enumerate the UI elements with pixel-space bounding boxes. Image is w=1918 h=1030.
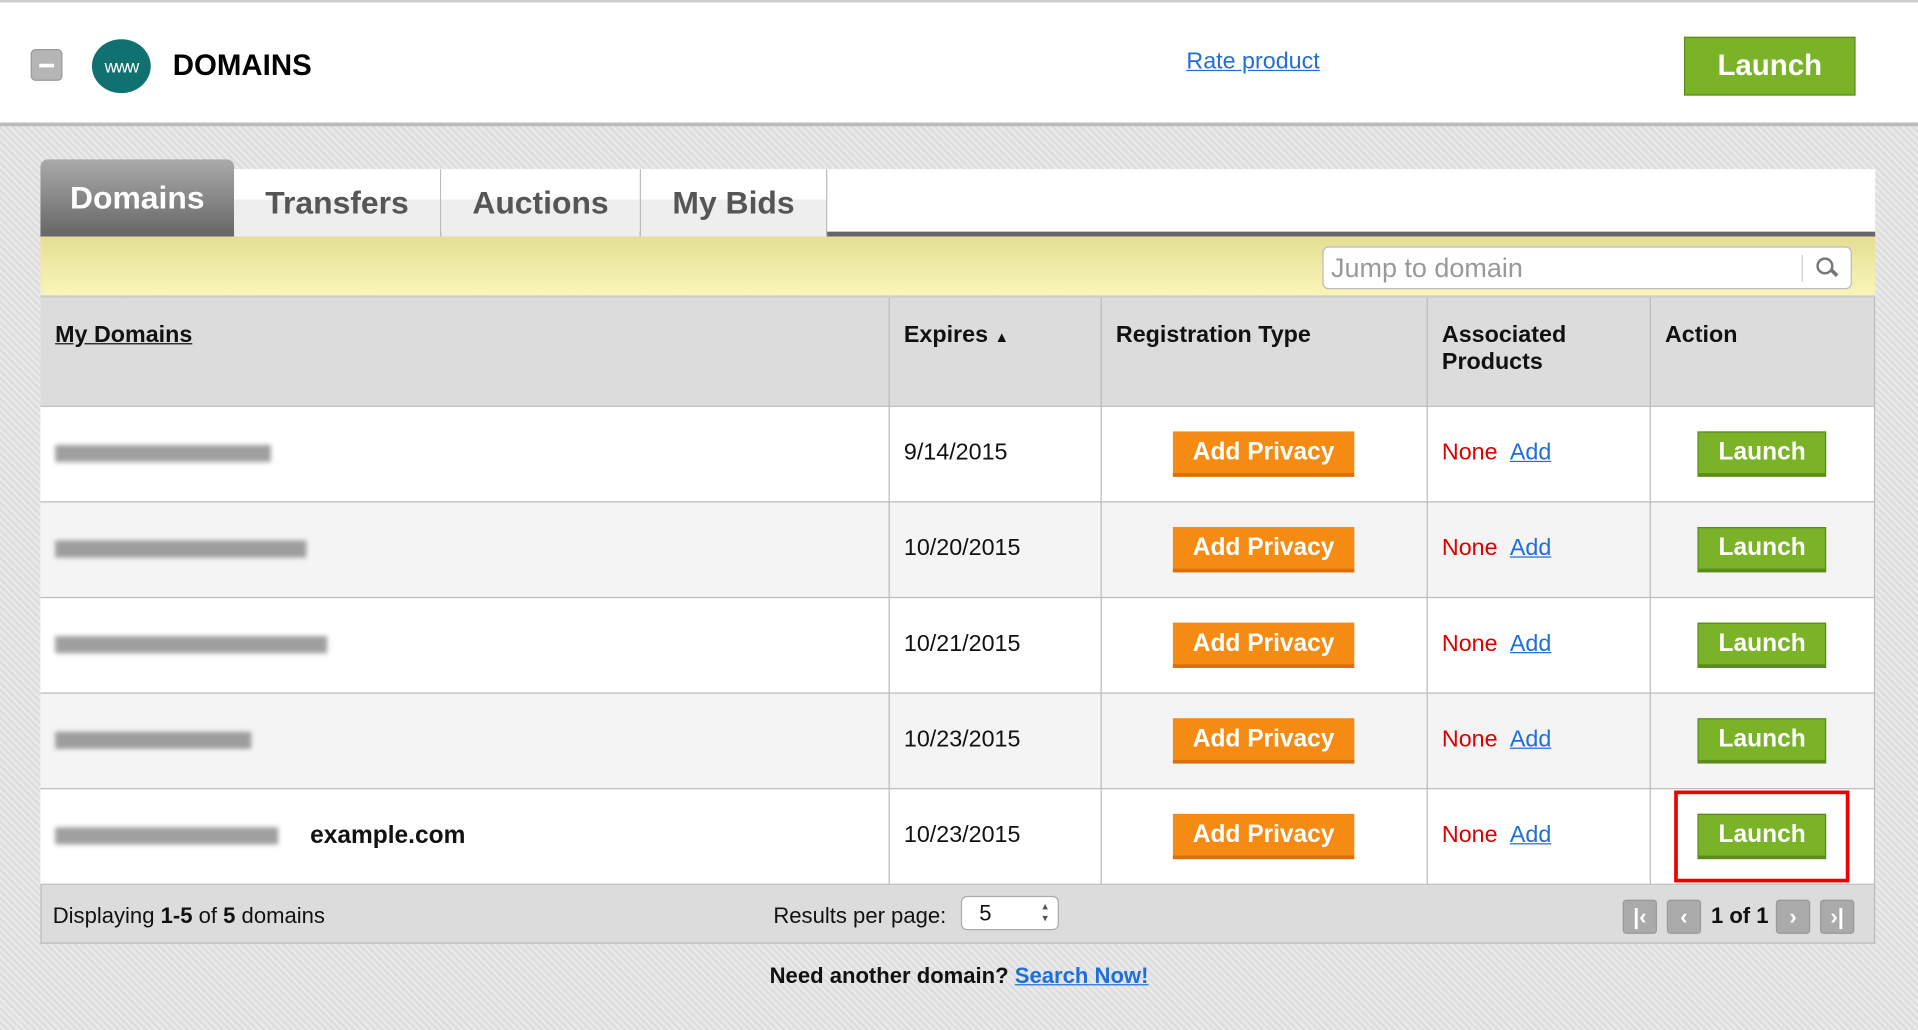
- launch-button[interactable]: Launch: [1697, 717, 1827, 763]
- results-per-page-select[interactable]: 5: [960, 895, 1059, 930]
- action-cell: Launch: [1649, 500, 1876, 598]
- sort-ascending-icon: ▲: [994, 328, 1010, 346]
- tab-bar: Domains Transfers Auctions My Bids: [40, 159, 1876, 237]
- registration-type-cell: Add Privacy: [1100, 500, 1428, 598]
- expires-cell: 10/23/2015: [888, 691, 1102, 789]
- action-cell: Launch: [1649, 596, 1876, 694]
- jump-to-domain-field[interactable]: [1322, 246, 1852, 290]
- associated-products-cell: None Add: [1426, 500, 1651, 598]
- prev-page-icon[interactable]: ‹: [1666, 898, 1702, 934]
- jump-to-domain-input[interactable]: [1331, 252, 1797, 285]
- table-row: example.com 10/23/2015 Add Privacy None A…: [40, 787, 1876, 885]
- add-privacy-button[interactable]: Add Privacy: [1172, 526, 1355, 572]
- launch-button[interactable]: Launch: [1674, 789, 1850, 882]
- table-header-row: My Domains Expires ▲ Registration Type A…: [40, 297, 1876, 407]
- none-label: None: [1441, 439, 1498, 466]
- table-row: 10/23/2015 Add Privacy None Add Launch: [40, 691, 1876, 789]
- add-product-link[interactable]: Add: [1509, 822, 1552, 849]
- search-now-link[interactable]: Search Now!: [1014, 963, 1149, 988]
- domain-cell: [40, 405, 890, 502]
- page-indicator: 1 of 1: [1710, 902, 1769, 928]
- associated-products-cell: None Add: [1426, 405, 1651, 502]
- blurred-domain-name[interactable]: [55, 444, 271, 463]
- registration-type-header: Registration Type: [1100, 297, 1428, 407]
- blurred-domain-name[interactable]: [55, 636, 328, 654]
- launch-button-header[interactable]: Launch: [1683, 36, 1856, 96]
- search-icon[interactable]: [1801, 254, 1851, 282]
- my-domains-sort-header[interactable]: My Domains: [55, 322, 193, 349]
- launch-button[interactable]: Launch: [1697, 621, 1827, 668]
- action-cell: Launch: [1649, 691, 1876, 789]
- tab-auctions[interactable]: Auctions: [441, 169, 641, 237]
- associated-products-cell: None Add: [1426, 596, 1651, 694]
- expires-cell: 10/20/2015: [888, 500, 1102, 598]
- table-row: 10/20/2015 Add Privacy None Add Launch: [40, 500, 1876, 598]
- domain-cell: [40, 500, 890, 598]
- tab-transfers[interactable]: Transfers: [234, 169, 442, 237]
- add-privacy-button[interactable]: Add Privacy: [1172, 430, 1355, 477]
- domains-panel: Domains Transfers Auctions My Bids My Do…: [40, 159, 1876, 944]
- none-label: None: [1441, 535, 1498, 562]
- rate-product-link[interactable]: Rate product: [1186, 49, 1320, 75]
- none-label: None: [1441, 631, 1498, 657]
- tab-my-bids[interactable]: My Bids: [640, 169, 828, 237]
- page-title: DOMAINS: [172, 49, 312, 83]
- header: www DOMAINS Rate product Launch: [0, 2, 1918, 123]
- add-privacy-button[interactable]: Add Privacy: [1172, 621, 1355, 668]
- expires-sort-header[interactable]: Expires: [903, 322, 989, 349]
- domains-table: My Domains Expires ▲ Registration Type A…: [40, 297, 1876, 885]
- domain-cell: [40, 596, 890, 694]
- registration-type-cell: Add Privacy: [1100, 691, 1428, 789]
- expires-cell: 10/21/2015: [888, 596, 1102, 694]
- results-per-page-label: Results per page:: [773, 902, 947, 928]
- registration-type-cell: Add Privacy: [1100, 787, 1428, 885]
- registration-type-cell: Add Privacy: [1100, 405, 1428, 502]
- search-bar: [40, 236, 1876, 298]
- expires-cell: 10/23/2015: [888, 787, 1102, 885]
- table-row: 10/21/2015 Add Privacy None Add Launch: [40, 596, 1876, 694]
- domain-cell: example.com: [40, 787, 890, 885]
- launch-button[interactable]: Launch: [1697, 526, 1827, 572]
- content-area: Domains Transfers Auctions My Bids My Do…: [0, 122, 1918, 1030]
- none-label: None: [1441, 822, 1498, 849]
- associated-products-cell: None Add: [1426, 787, 1651, 885]
- blurred-domain-name[interactable]: [55, 540, 307, 558]
- add-privacy-button[interactable]: Add Privacy: [1172, 717, 1355, 763]
- blurred-domain-name[interactable]: [55, 731, 252, 749]
- none-label: None: [1441, 726, 1498, 753]
- associated-products-header: Associated Products: [1426, 297, 1651, 407]
- collapse-icon[interactable]: [30, 49, 63, 81]
- tab-domains[interactable]: Domains: [40, 159, 235, 237]
- add-product-link[interactable]: Add: [1509, 439, 1552, 466]
- domain-annotation: example.com: [310, 821, 466, 849]
- domain-cell: [40, 691, 890, 789]
- action-header: Action: [1649, 297, 1876, 407]
- expires-cell: 9/14/2015: [888, 405, 1102, 502]
- table-row: 9/14/2015 Add Privacy None Add Launch: [40, 405, 1876, 502]
- first-page-icon[interactable]: |‹: [1622, 898, 1658, 934]
- search-prompt: Need another domain? Search Now!: [769, 963, 1149, 988]
- displaying-count: Displaying 1-5 of 5 domains: [52, 902, 325, 928]
- next-page-icon[interactable]: ›: [1775, 898, 1811, 934]
- add-product-link[interactable]: Add: [1509, 726, 1552, 753]
- top-border: [0, 0, 1918, 3]
- action-cell: Launch: [1649, 405, 1876, 502]
- add-product-link[interactable]: Add: [1509, 631, 1552, 657]
- launch-button[interactable]: Launch: [1697, 430, 1827, 477]
- add-product-link[interactable]: Add: [1509, 535, 1552, 562]
- add-privacy-button[interactable]: Add Privacy: [1172, 813, 1355, 859]
- action-cell: Launch: [1649, 787, 1876, 885]
- registration-type-cell: Add Privacy: [1100, 596, 1428, 694]
- associated-products-cell: None Add: [1426, 691, 1651, 789]
- www-globe-icon: www: [91, 39, 151, 94]
- last-page-icon[interactable]: ›|: [1820, 898, 1855, 934]
- table-footer: Displaying 1-5 of 5 domains Results per …: [40, 884, 1876, 944]
- blurred-domain-name[interactable]: [55, 827, 279, 845]
